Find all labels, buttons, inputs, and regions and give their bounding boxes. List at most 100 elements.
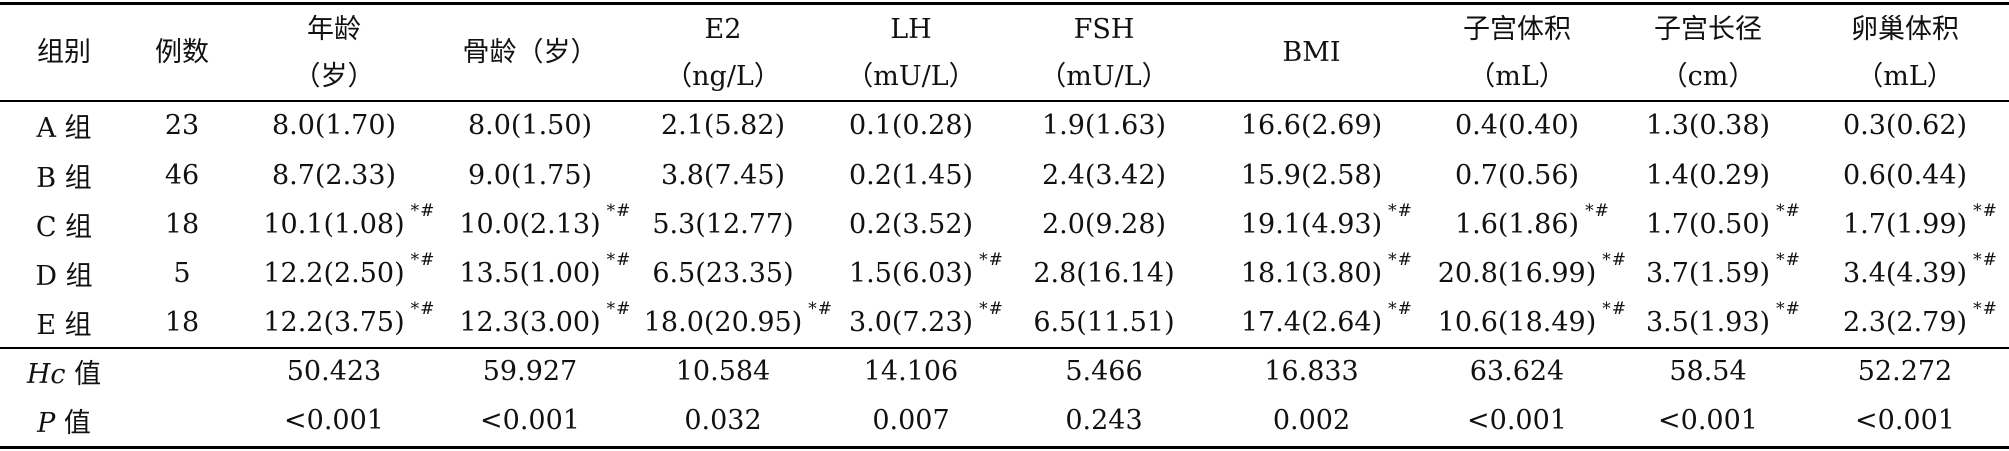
table-cell: 3.0(7.23) *#: [818, 298, 1004, 347]
table-cell: 8.7(2.33): [236, 151, 432, 200]
cell-value: 1.6(1.86): [1454, 209, 1580, 240]
group-name-cell: D 组: [35, 261, 93, 292]
stat-label-cell: P 值: [0, 396, 128, 445]
stat-value-cell: 16.833: [1264, 356, 1359, 387]
stat-value-cell: <0.001: [284, 405, 384, 436]
significance-mark: *#: [1388, 250, 1413, 270]
table-row: E 组 18 12.2(3.75) *# 12.3(3.00) *# 18.0(20.95)…: [0, 298, 2009, 347]
header-uterine-length: 子宫长径 （cm）: [1654, 13, 1762, 92]
cell-value: 2.3(2.79): [1842, 307, 1968, 338]
cell-value: 3.5(1.93): [1645, 307, 1771, 338]
stat-value-cell: 0.032: [684, 405, 762, 436]
significance-mark: *#: [979, 299, 1004, 319]
stat-value-cell: 0.007: [872, 405, 950, 436]
table-cell: 3.4(4.39) *#: [1801, 249, 2009, 298]
stat-value-cell: <0.001: [1855, 405, 1955, 436]
cell-value: 1.5(6.03): [848, 258, 974, 289]
cell-value: 3.0(7.23): [848, 307, 974, 338]
stat-value-cell: 5.466: [1065, 356, 1143, 387]
significance-mark: *#: [1776, 250, 1801, 270]
table-cell: 1.7(1.99) *#: [1801, 200, 2009, 249]
table-cell: 18.0(20.95) *#: [628, 298, 832, 347]
cell-value: 0.4(0.40): [1454, 110, 1580, 141]
table-cell: 0.2(1.45): [818, 151, 1004, 200]
cell-value: 10.0(2.13): [459, 209, 601, 240]
stat-value-cell: 0.243: [1065, 405, 1143, 436]
header-bone-age: 骨龄（岁）: [462, 37, 598, 68]
table-cell: 12.2(2.50) *#: [236, 249, 434, 298]
cell-value: 1.3(0.38): [1645, 110, 1771, 141]
case-count-cell: 23: [164, 110, 200, 141]
group-name-cell: C 组: [35, 212, 93, 243]
group-name-cell: B 组: [36, 163, 92, 194]
cell-value: 12.2(2.50): [263, 258, 405, 289]
table-cell: 1.7(0.50) *#: [1615, 200, 1801, 249]
cell-value: 3.4(4.39): [1842, 258, 1968, 289]
cell-value: 6.5(11.51): [1033, 307, 1175, 338]
table-cell: 1.3(0.38): [1615, 100, 1801, 151]
table-cell: 6.5(11.51): [1004, 298, 1204, 347]
cell-value: 5.3(12.77): [652, 209, 794, 240]
table-cell: 2.8(16.14): [1004, 249, 1204, 298]
stats-rule: [0, 347, 2009, 349]
stat-label-suffix: 值: [65, 359, 102, 390]
table-cell: 13.5(1.00) *#: [432, 249, 630, 298]
significance-mark: *#: [1973, 250, 1998, 270]
cell-value: 12.3(3.00): [459, 307, 601, 338]
stat-value-cell: 58.54: [1669, 356, 1747, 387]
header-ovary-volume: 卵巢体积 （mL）: [1851, 13, 1959, 92]
cell-value: 8.0(1.70): [271, 110, 397, 141]
stat-value-cell: 10.584: [675, 356, 771, 387]
stat-label-cell: Hc 值: [0, 347, 128, 396]
significance-mark: *#: [410, 250, 436, 270]
cell-value: 3.7(1.59): [1645, 258, 1771, 289]
cell-value: 0.2(1.45): [848, 160, 974, 191]
significance-mark: *#: [808, 299, 833, 319]
table-cell: 2.0(9.28): [1004, 200, 1204, 249]
stat-label-suffix: 值: [55, 408, 91, 439]
cell-value: 10.1(1.08): [263, 209, 405, 240]
cell-value: 0.7(0.56): [1454, 160, 1580, 191]
table-cell: 10.1(1.08) *#: [236, 200, 434, 249]
cell-value: 8.7(2.33): [271, 160, 397, 191]
table-cell: 20.8(16.99) *#: [1419, 249, 1626, 298]
stats-row: P 值 <0.001 <0.001 0.032 0.007 0.243 0.002 <0.00…: [0, 396, 2009, 445]
table-cell: 0.2(3.52): [818, 200, 1004, 249]
table-cell: 12.3(3.00) *#: [432, 298, 630, 347]
header-row: 组别 例数 年龄 （岁） 骨龄（岁） E2 （ng/L） LH （mU/L） FSH （…: [0, 5, 2009, 100]
table-row: D 组 5 12.2(2.50) *# 13.5(1.00) *# 6.5(23.35) 1.…: [0, 249, 2009, 298]
table-cell: 2.4(3.42): [1004, 151, 1204, 200]
cell-value: 8.0(1.50): [467, 110, 593, 141]
table-cell: 10.6(18.49) *#: [1419, 298, 1626, 347]
significance-mark: *#: [1388, 201, 1413, 221]
cell-value: 1.7(0.50): [1645, 209, 1771, 240]
table-cell: 1.9(1.63): [1004, 100, 1204, 151]
stat-value-cell: <0.001: [1467, 405, 1567, 436]
significance-mark: *#: [606, 250, 632, 270]
table-cell: 1.6(1.86) *#: [1419, 200, 1615, 249]
case-count-cell: 18: [164, 209, 200, 240]
empty-cell: [128, 347, 236, 396]
cell-value: 6.5(23.35): [652, 258, 794, 289]
table-row: C 组 18 10.1(1.08) *# 10.0(2.13) *# 5.3(12.77) 0…: [0, 200, 2009, 249]
significance-mark: *#: [1973, 201, 1998, 221]
stat-value-cell: <0.001: [480, 405, 580, 436]
table-cell: 0.6(0.44): [1801, 151, 2009, 200]
table-cell: 3.5(1.93) *#: [1615, 298, 1801, 347]
case-count-cell: 5: [173, 258, 191, 289]
table-cell: 9.0(1.75): [432, 151, 628, 200]
bottom-rule: [0, 446, 2009, 449]
cell-value: 2.1(5.82): [660, 110, 786, 141]
stat-value-cell: <0.001: [1658, 405, 1758, 436]
table-cell: 5.3(12.77): [628, 200, 818, 249]
cell-value: 20.8(16.99): [1437, 258, 1597, 289]
case-count-cell: 18: [164, 307, 200, 338]
significance-mark: *#: [1973, 299, 1998, 319]
header-e2: E2 （ng/L）: [665, 13, 781, 92]
table-cell: 3.8(7.45): [628, 151, 818, 200]
table-cell: 17.4(2.64) *#: [1204, 298, 1419, 347]
significance-mark: *#: [410, 299, 436, 319]
significance-mark: *#: [1602, 250, 1627, 270]
cell-value: 3.8(7.45): [660, 160, 786, 191]
cell-value: 19.1(4.93): [1240, 209, 1383, 240]
